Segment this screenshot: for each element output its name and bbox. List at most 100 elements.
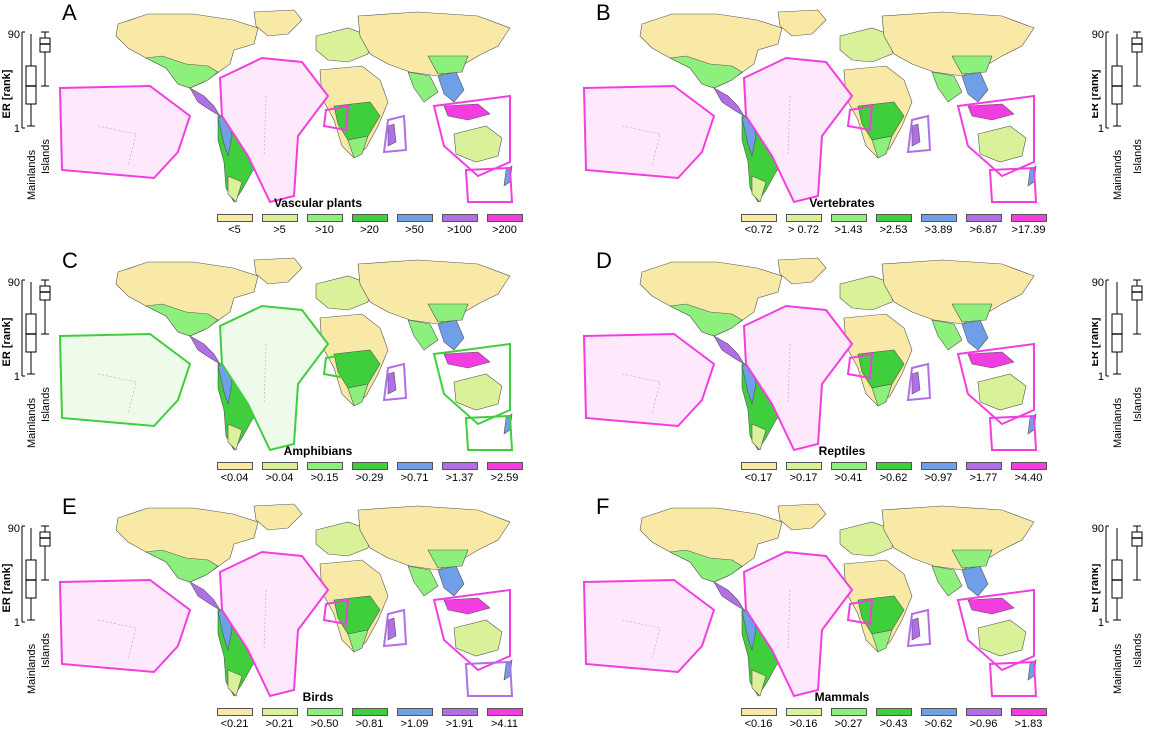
central-america [713,87,745,117]
patagonia [227,669,243,697]
legend-swatch [261,708,298,716]
pacific-east-islands [582,84,716,180]
se-asia [961,565,989,597]
legend-item: >50 [392,214,437,236]
legend-item: >0.16 [781,708,826,730]
greenland [777,9,827,37]
legend-swatch [785,214,822,222]
europe [315,27,371,63]
usa-region [668,549,743,583]
pacific-east-islands [582,332,716,428]
legend-item: >0.96 [961,708,1006,730]
legend-swatch [351,708,388,716]
atlantic-islands [846,352,874,380]
legend-swatch [441,708,478,716]
legend-swatch [740,462,777,470]
legend-swatch [216,214,253,222]
panel-letter: C [62,248,78,273]
madagascar [387,617,397,641]
australia [977,373,1027,411]
y-axis-bottom: 1 [14,617,20,629]
legend-item: >1.37 [437,462,482,484]
legend-label: >4.11 [490,718,519,730]
usa-region [144,549,219,583]
y-axis-label: ER [rank] [1,317,13,366]
sw-pacific-islands [464,660,514,697]
legend-label: >0.97 [924,472,953,484]
central-america [713,335,745,365]
central-america [713,581,745,611]
europe [839,275,895,311]
legend-item: >0.29 [347,462,392,484]
europe [315,521,371,557]
x-label-mainlands: Mainlands [26,397,38,448]
legend-swatch [875,708,912,716]
indonesia [443,597,491,615]
y-axis-top: 90 [8,523,20,535]
legend-swatch [740,214,777,222]
legend-item: >1.43 [826,214,871,236]
legend-swatch [306,462,343,470]
atlantic-islands [322,104,350,132]
legend-item: >0.41 [826,462,871,484]
y-axis-bottom: 1 [1098,123,1104,135]
legend-item: <0.72 [736,214,781,236]
legend-item: >0.43 [871,708,916,730]
y-axis-bottom: 1 [1098,617,1104,629]
legend-swatch [261,462,298,470]
legend-label: >1.43 [834,224,863,236]
x-label-mainlands: Mainlands [26,149,38,200]
y-axis-label: ER [rank] [1092,563,1101,612]
panel-letter: E [62,494,77,519]
madagascar-islands [906,608,932,648]
europe [315,275,371,311]
pacific-central-islands [742,56,854,204]
greenland [253,9,303,37]
x-label-islands: Islands [1132,633,1144,668]
legend-item: >4.11 [482,708,527,730]
legend-label: >0.29 [355,472,384,484]
panel-letter: F [596,494,610,519]
legend-item: >0.15 [302,462,347,484]
legend-item: <5 [212,214,257,236]
legend-label: >0.71 [400,472,429,484]
usa-region [144,303,219,337]
legend-label: >1.77 [969,472,998,484]
legend-swatch [351,214,388,222]
australia [453,125,503,163]
australia [453,373,503,411]
legend-label: <0.17 [744,472,773,484]
atlantic-islands [322,352,350,380]
mainlands-box [25,313,37,353]
greenland [253,503,303,531]
legend-label: <5 [228,224,241,236]
legend-swatch [740,708,777,716]
legend-item: >2.53 [871,214,916,236]
world-map [582,6,1038,206]
legend-item: >4.40 [1006,462,1051,484]
x-label-islands: Islands [40,633,52,668]
se-asia [437,319,465,351]
legend-item: >0.21 [257,708,302,730]
indonesia [443,103,491,121]
patagonia [751,669,767,697]
legend-swatch [920,214,957,222]
central-america [189,335,221,365]
panel-letter: D [596,248,612,273]
legend-label: <0.16 [744,718,773,730]
legend-swatch [920,462,957,470]
legend-item: >0.62 [916,708,961,730]
china-region [427,303,469,323]
europe [839,521,895,557]
legend-item: >0.97 [916,462,961,484]
south-africa [347,629,369,653]
north-america [639,261,783,337]
legend-swatch [875,214,912,222]
legend-label: >0.04 [265,472,294,484]
legend-label: >2.53 [879,224,908,236]
greenland [253,257,303,285]
central-america [189,87,221,117]
legend-item: >100 [437,214,482,236]
pacific-central-islands [742,304,854,452]
y-axis-label: ER [rank] [1,69,13,118]
